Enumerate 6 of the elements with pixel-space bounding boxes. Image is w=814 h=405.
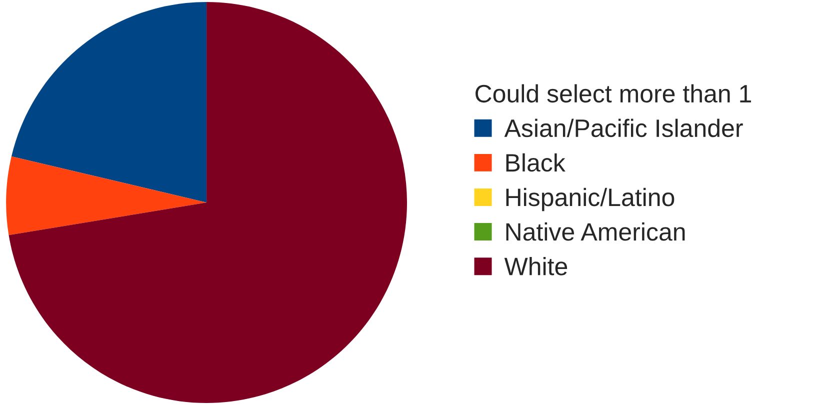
legend-label: Hispanic/Latino: [506, 188, 674, 212]
legend-label: Native American: [506, 222, 685, 241]
legend-label: Asian/Pacific Islander: [504, 118, 743, 138]
legend-title: Could select more than 1: [476, 84, 751, 103]
legend-label: Black: [506, 153, 566, 172]
legend-label: White: [504, 256, 568, 276]
